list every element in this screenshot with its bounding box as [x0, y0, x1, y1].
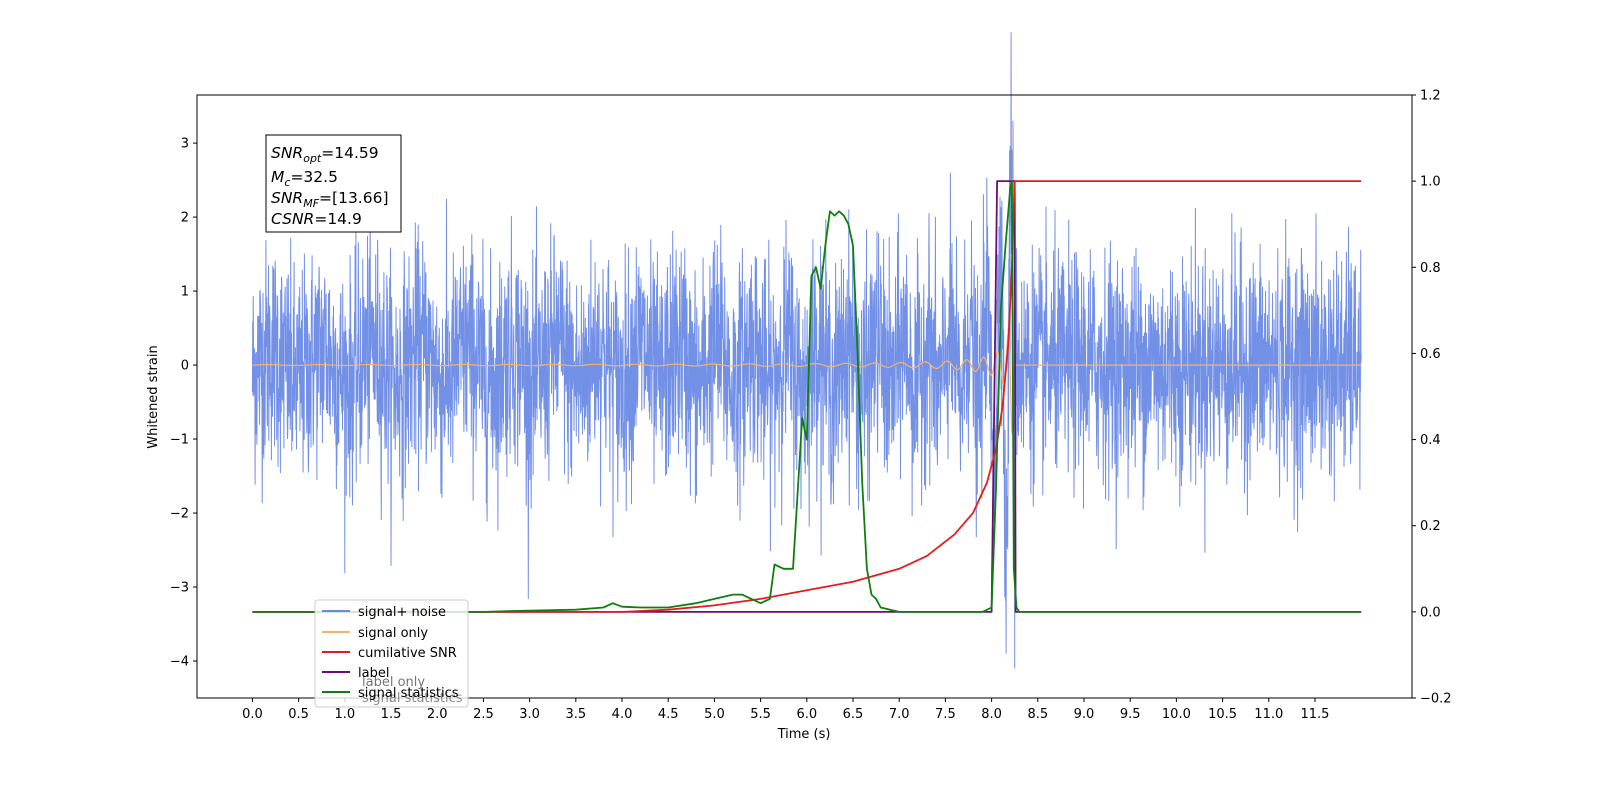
legend-label-signal-only: signal only — [358, 626, 428, 641]
x-tick-label: 4.0 — [612, 707, 633, 722]
x-tick-label: 6.0 — [796, 707, 817, 722]
y-left-tick-label: 0 — [181, 359, 189, 374]
y-left-tick-label: 1 — [181, 285, 189, 300]
x-axis-label: Time (s) — [777, 727, 831, 742]
x-tick-label: 5.5 — [750, 707, 771, 722]
y-right-tick-label: 0.0 — [1420, 605, 1441, 620]
x-tick-label: 3.5 — [565, 707, 586, 722]
x-tick-label: 1.5 — [381, 707, 402, 722]
y-axis-label: Whitened strain — [146, 345, 161, 448]
annotation-csnr: CSNR=14.9 — [271, 210, 362, 228]
x-tick-label: 2.5 — [473, 707, 494, 722]
y-left-tick-label: −3 — [170, 581, 189, 596]
x-tick-label: 8.5 — [1027, 707, 1048, 722]
legend-label-label: label — [358, 666, 389, 681]
x-tick-label: 11.0 — [1254, 707, 1283, 722]
x-axis: 0.0 0.5 1.0 1.5 2.0 2.5 3.0 3.5 4.0 4.5 5.0 5.5 6.0 6… — [242, 698, 1329, 722]
x-tick-label: 2.0 — [427, 707, 448, 722]
y-left-tick-label: −1 — [170, 433, 189, 448]
legend: label only signal statistics signal+ noi… — [314, 599, 469, 708]
x-tick-label: 1.0 — [334, 707, 355, 722]
legend-label-signal-noise: signal+ noise — [358, 605, 446, 620]
x-tick-label: 10.5 — [1208, 707, 1237, 722]
y-right-tick-label: −0.2 — [1420, 692, 1452, 707]
annotation-snr-mf: SNRMF=[13.66] — [271, 189, 389, 210]
annotation-snr-opt: SNRopt=14.59 — [271, 144, 379, 165]
legend-ghost-signal-statistics: signal statistics — [362, 691, 463, 706]
x-tick-label: 8.0 — [981, 707, 1002, 722]
y-right-tick-label: 1.0 — [1420, 175, 1441, 190]
x-tick-label: 11.5 — [1301, 707, 1330, 722]
plot-area — [251, 32, 1362, 669]
y-right-tick-label: 0.8 — [1420, 261, 1441, 276]
series-cumulative-snr-line — [252, 180, 1362, 613]
x-tick-label: 10.0 — [1162, 707, 1191, 722]
y-right-tick-label: 0.4 — [1420, 433, 1441, 448]
y-left-tick-label: −2 — [170, 507, 189, 522]
legend-frame — [314, 599, 469, 708]
y-right-tick-label: 0.2 — [1420, 519, 1441, 534]
y-axis-left: −4 −3 −2 −1 0 1 2 3 — [170, 137, 197, 670]
legend-ghost-label-only: label only — [362, 675, 425, 690]
y-right-tick-label: 1.2 — [1420, 89, 1441, 104]
x-tick-label: 9.5 — [1120, 707, 1141, 722]
y-axis-right: −0.2 0.0 0.2 0.4 0.6 0.8 1.0 1.2 — [1412, 89, 1452, 707]
x-tick-label: 0.0 — [242, 707, 263, 722]
y-left-tick-label: 2 — [181, 211, 189, 226]
series-signal-statistics-line — [252, 180, 1362, 613]
annotation-box: SNRopt=14.59 Mc=32.5 SNRMF=[13.66] CSNR=… — [265, 134, 402, 233]
annotation-mc: Mc=32.5 — [271, 168, 338, 189]
plot-frame — [196, 94, 1413, 699]
y-left-tick-label: −4 — [170, 655, 189, 670]
legend-label-signal-statistics: signal statistics — [358, 686, 459, 701]
x-tick-label: 9.0 — [1074, 707, 1095, 722]
x-tick-label: 0.5 — [288, 707, 309, 722]
x-tick-label: 5.0 — [704, 707, 725, 722]
x-tick-label: 6.5 — [843, 707, 864, 722]
x-tick-label: 7.0 — [889, 707, 910, 722]
x-tick-label: 3.0 — [519, 707, 540, 722]
x-tick-label: 7.5 — [935, 707, 956, 722]
annotation-frame — [265, 134, 402, 233]
y-left-tick-label: 3 — [181, 137, 189, 152]
y-right-tick-label: 0.6 — [1420, 347, 1441, 362]
legend-label-cumulative-snr: cumilative SNR — [358, 646, 457, 661]
x-tick-label: 4.5 — [658, 707, 679, 722]
